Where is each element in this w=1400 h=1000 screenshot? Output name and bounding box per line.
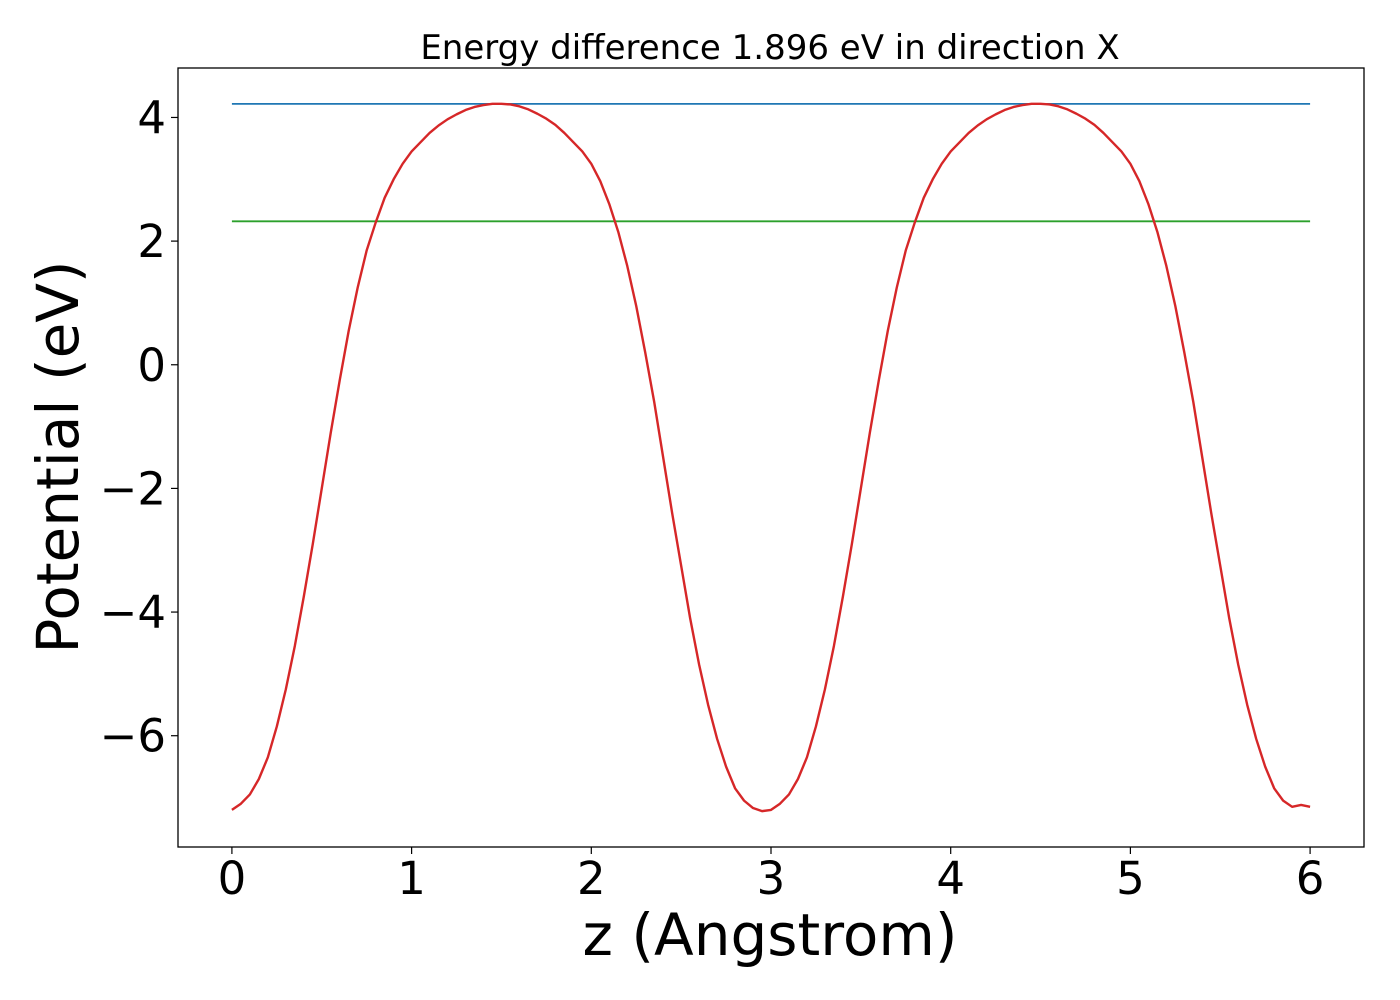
y-tick-label: 4: [137, 91, 166, 144]
x-axis: 0 1 2 3 4 5 6: [218, 847, 1325, 905]
x-tick-label: 0: [218, 852, 247, 905]
x-tick-label: 3: [757, 852, 786, 905]
y-tick-label: −6: [100, 710, 166, 763]
x-tick-label: 1: [397, 852, 426, 905]
y-axis: −6 −4 −2 0 2 4: [100, 91, 178, 763]
x-tick-label: 2: [577, 852, 606, 905]
y-tick-label: 0: [137, 339, 166, 392]
y-tick-label: −2: [100, 462, 166, 515]
x-axis-label: z (Angstrom): [583, 901, 958, 969]
series-layer: [231, 102, 1311, 813]
y-axis-label: Potential (eV): [24, 260, 92, 653]
chart-title: Energy difference 1.896 eV in direction …: [420, 28, 1119, 68]
x-tick-label: 6: [1296, 852, 1325, 905]
potential-curve-line: [231, 102, 1311, 813]
y-tick-label: −4: [100, 586, 166, 639]
x-tick-label: 4: [936, 852, 965, 905]
x-tick-label: 5: [1116, 852, 1145, 905]
plot-area: [177, 67, 1365, 848]
y-tick-label: 2: [137, 215, 166, 268]
